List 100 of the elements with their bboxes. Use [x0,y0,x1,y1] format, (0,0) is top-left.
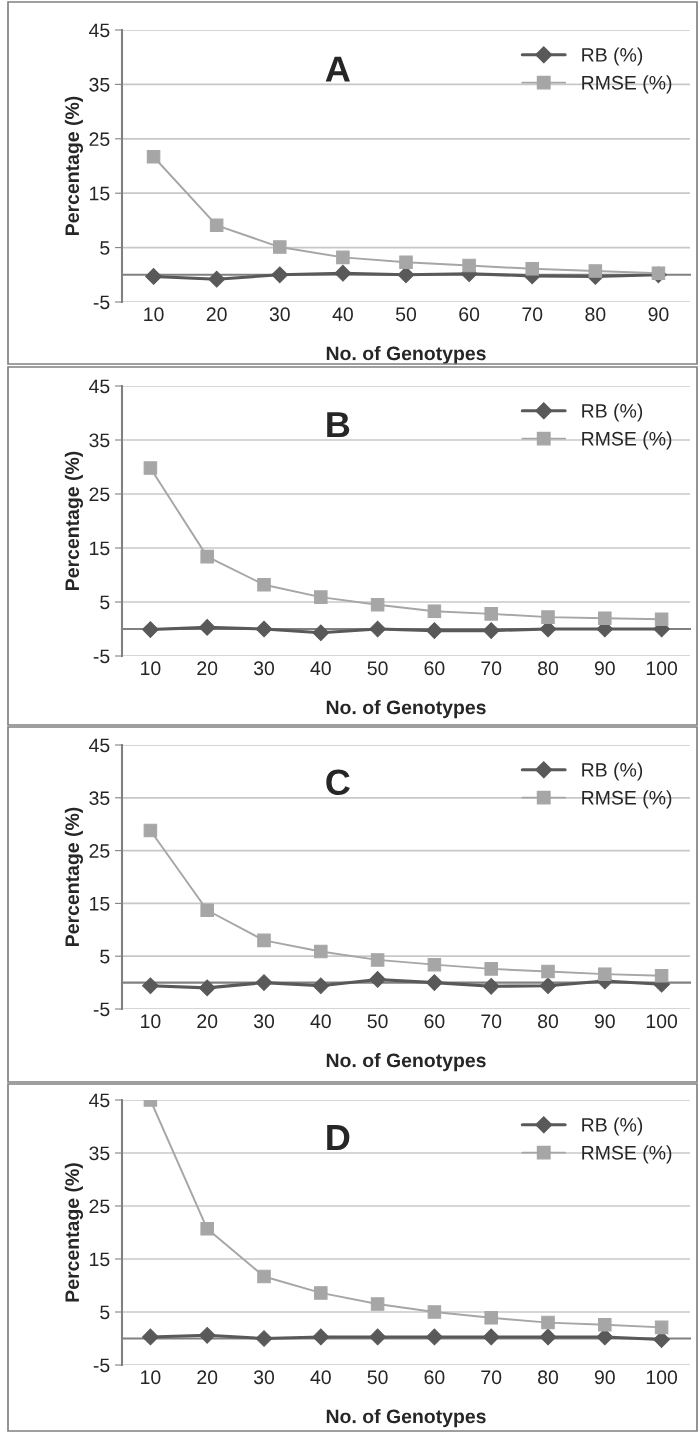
x-tick-label: 20 [197,1370,218,1385]
x-tick-label: 60 [459,307,480,322]
point [312,1328,330,1346]
point [654,1320,669,1335]
x-tick-label: 90 [594,1014,615,1029]
x-tick-label: 70 [522,307,543,322]
y-tick-label: 25 [89,487,110,502]
legend-label: RMSE (%) [582,790,672,809]
y-axis-title: Percentage (%) [64,1163,84,1302]
text: C [326,769,350,796]
point [598,611,612,625]
x-tick-label: 10 [144,307,164,322]
x-tick-label: 60 [424,1014,445,1029]
x-tick-label: 70 [481,1370,502,1385]
point [257,933,271,948]
x-tick-label: 90 [648,307,669,322]
legend-label: RB (%) [582,1117,643,1136]
x-tick-label: 80 [538,1370,559,1385]
y-tick-label: -5 [93,295,110,310]
point [482,977,500,995]
y-tick-label: 35 [89,791,110,806]
point [369,971,386,988]
y-axis-title: Percentage (%) [64,96,84,235]
x-tick-label: 40 [332,307,353,322]
y-tick-label: 5 [100,241,110,255]
y-axis-title: Percentage (%) [64,451,84,590]
y-tick-label: 25 [89,132,110,147]
x-tick-label: 30 [253,1370,275,1385]
x-tick-label: 60 [424,661,445,676]
point [200,1222,214,1236]
point [426,1328,443,1346]
point [539,1328,557,1346]
point [426,974,443,991]
x-tick-label: 40 [310,1370,331,1385]
point [427,1305,442,1319]
point [142,1328,159,1346]
y-tick-label: -5 [93,1358,110,1373]
point [588,264,603,278]
point [255,620,273,638]
point [209,218,224,233]
x-tick-label: 50 [367,661,388,676]
y-tick-label: 15 [90,1252,110,1267]
y-tick-label: 25 [89,844,110,858]
x-tick-label: 100 [646,661,678,676]
point [145,268,162,285]
point [200,549,214,564]
y-tick-label: 15 [90,186,110,201]
x-tick-label: 100 [646,1370,678,1385]
x-tick-label: 10 [141,1014,161,1029]
point [255,1330,273,1347]
point [314,590,328,604]
x-tick-label: 70 [481,661,502,676]
x-tick-label: 20 [197,1014,218,1029]
y-tick-label: 15 [90,897,110,911]
x-tick-label: 50 [367,1014,388,1029]
legend-label: RB (%) [582,403,643,422]
point [541,1315,555,1330]
x-tick-label: 30 [253,661,275,676]
x-axis-title: No. of Genotypes [326,1053,486,1072]
y-tick-label: 35 [89,1146,110,1161]
point [651,266,666,280]
point [255,974,273,991]
x-tick-label: 70 [481,1014,502,1029]
point [370,953,385,967]
point [143,823,158,838]
point [198,619,216,636]
y-tick-label: 25 [89,1199,110,1214]
point [312,977,330,995]
y-tick-label: -5 [93,1002,110,1017]
x-tick-label: 30 [269,307,290,322]
point [198,979,216,997]
x-tick-label: 30 [253,1014,275,1029]
y-tick-label: 45 [89,1093,110,1108]
point [369,620,386,638]
point [426,622,443,639]
x-tick-label: 10 [141,661,161,676]
x-tick-label: 80 [538,1014,559,1029]
point [654,612,669,627]
x-tick-label: 40 [310,1014,331,1029]
point [312,624,330,642]
x-tick-label: 90 [594,1370,615,1385]
x-tick-label: 20 [197,661,218,676]
legend-label: RMSE (%) [582,75,672,94]
point [314,1286,328,1300]
point [273,240,287,254]
point [198,1326,216,1344]
point [484,1311,498,1325]
legend-label: RB (%) [582,762,643,781]
y-tick-label: 35 [89,77,110,92]
point [598,1317,612,1332]
point [484,607,498,621]
point [525,262,539,276]
x-tick-label: 40 [310,661,331,676]
x-tick-label: 80 [538,661,559,676]
point [484,962,498,976]
x-tick-label: 90 [594,661,615,676]
point [541,610,555,624]
x-tick-label: 50 [395,307,417,322]
point [143,461,158,475]
x-axis-title: No. of Genotypes [326,700,486,719]
